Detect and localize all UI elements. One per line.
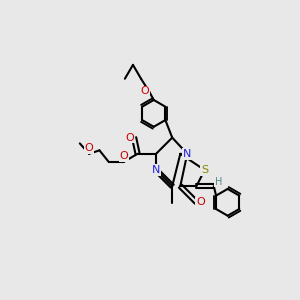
Text: S: S (201, 165, 208, 175)
Text: N: N (152, 165, 160, 175)
Text: O: O (140, 86, 149, 96)
Text: O: O (196, 197, 205, 207)
Text: O: O (119, 151, 128, 161)
Text: O: O (125, 133, 134, 142)
Text: H: H (215, 176, 222, 187)
Text: O: O (85, 143, 93, 153)
Text: N: N (183, 149, 191, 159)
